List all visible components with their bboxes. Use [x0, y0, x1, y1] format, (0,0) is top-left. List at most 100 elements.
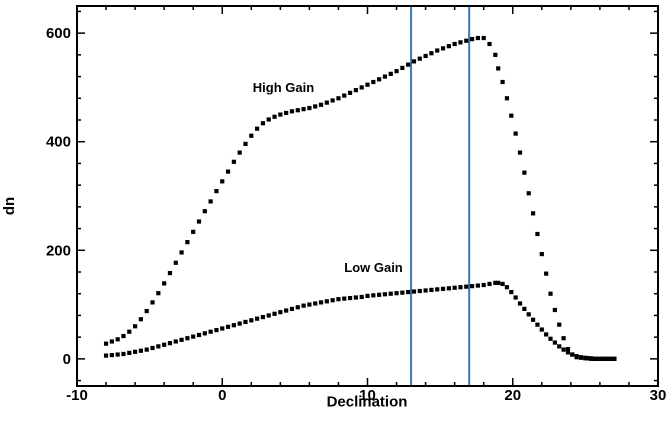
series-0-point — [394, 69, 399, 74]
series-0-point — [278, 112, 283, 117]
y-tick-label: 200 — [46, 242, 71, 259]
series-1-point — [609, 356, 614, 361]
series-1-point — [162, 342, 167, 347]
series-1-point — [115, 352, 120, 357]
series-0-point — [237, 150, 242, 155]
series-1-point — [278, 310, 283, 315]
series-1-point — [272, 311, 277, 316]
series-0-point — [156, 291, 161, 296]
series-0-point — [552, 307, 557, 313]
y-tick-label: 0 — [63, 351, 71, 368]
series-0-point — [127, 329, 132, 334]
series-0-point — [429, 51, 434, 56]
series-0-point — [208, 199, 213, 204]
series-0-point — [220, 179, 225, 184]
series-1-point — [220, 326, 225, 331]
series-1-point — [214, 327, 219, 333]
series-0-point — [347, 90, 353, 95]
series-0-point — [504, 96, 510, 101]
series-1-point — [406, 289, 411, 295]
series-1-point — [552, 340, 557, 345]
series-1-point — [318, 300, 324, 305]
series-1-point — [446, 286, 451, 291]
series-1-point — [417, 288, 422, 294]
y-tick-label: 600 — [46, 25, 71, 42]
series-0-point — [324, 100, 329, 105]
low-gain-annotation: Low Gain — [344, 260, 403, 275]
series-1-point — [583, 355, 588, 360]
x-tick-label: 10 — [359, 387, 376, 404]
series-0-point — [548, 291, 553, 296]
series-0-point — [243, 141, 248, 146]
series-1-point — [109, 352, 114, 358]
series-1-point — [144, 347, 149, 352]
series-0-point — [313, 104, 318, 109]
series-1-point — [522, 306, 527, 312]
series-1-point — [570, 352, 575, 357]
series-1-point — [191, 334, 196, 339]
series-0-point — [260, 121, 266, 126]
series-1-point — [591, 356, 597, 361]
series-0-point — [517, 150, 523, 155]
series-1-point — [469, 284, 475, 289]
series-0-point — [144, 308, 149, 314]
tick-labels: -10 0 10 20 30 0 200 400 600 — [46, 25, 666, 404]
series-1-point — [284, 308, 289, 313]
series-1-point — [173, 339, 178, 344]
series-0-point — [289, 109, 295, 114]
series-0-point — [191, 229, 196, 234]
series-0-point — [423, 53, 428, 59]
series-0-point — [388, 71, 393, 76]
series-1-point — [487, 281, 492, 287]
series-0-point — [446, 44, 451, 49]
series-1-point — [400, 290, 405, 295]
series-1-point — [481, 282, 486, 288]
series-1-point — [266, 313, 271, 318]
series-1-point — [365, 293, 370, 298]
series-1-point — [196, 332, 202, 338]
series-0-point — [522, 170, 527, 175]
series-0-point — [526, 191, 531, 196]
series-0-point — [167, 270, 173, 276]
series-1-point — [371, 293, 376, 298]
series-1-point — [301, 303, 306, 308]
series-1-point — [504, 285, 510, 290]
x-tick-label: 0 — [218, 387, 226, 404]
series-1-point — [509, 289, 514, 295]
series-0-point — [400, 65, 405, 70]
series-1-point — [500, 281, 505, 287]
series-1-point — [133, 349, 138, 354]
series-1-point — [411, 289, 417, 294]
series-1-point — [243, 319, 248, 325]
series-1-point — [336, 297, 341, 302]
series-0-point — [266, 117, 271, 122]
series-1-point — [249, 318, 254, 323]
series-0-point — [539, 251, 544, 257]
series-1-point — [440, 286, 446, 291]
series-0-point — [561, 336, 566, 341]
series-1-point — [260, 314, 266, 320]
series-0-point — [481, 35, 486, 41]
series-1-point — [606, 356, 611, 361]
series-0-point — [565, 346, 571, 352]
series-1-point — [103, 353, 109, 358]
series-0-point — [411, 59, 417, 64]
series-0-point — [255, 126, 260, 131]
series-0-point — [103, 341, 109, 346]
series-1-point — [513, 295, 518, 300]
series-1-point — [603, 356, 608, 361]
series-0-point — [493, 52, 498, 57]
series-0-point — [301, 107, 306, 112]
series-0-point — [353, 88, 358, 93]
series-0-point — [336, 96, 341, 101]
series-1-point — [324, 299, 329, 304]
series-0-point — [115, 337, 120, 342]
series-0-point — [133, 324, 138, 329]
series-0-point — [544, 271, 549, 276]
series-1-point — [208, 329, 213, 334]
x-tick-label: 20 — [504, 387, 521, 404]
vertical-lines — [410, 6, 471, 386]
series-0-point — [318, 102, 324, 107]
series-1-point — [394, 291, 399, 296]
